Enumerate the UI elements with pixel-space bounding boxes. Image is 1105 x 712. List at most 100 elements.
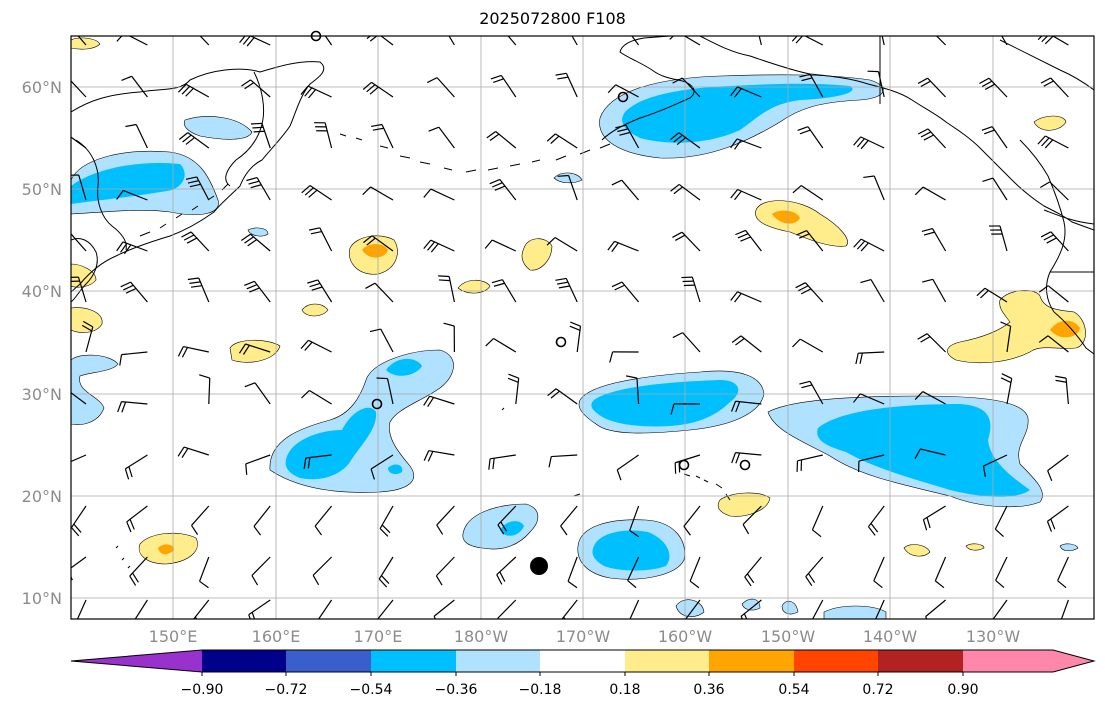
wind-barb (685, 599, 701, 619)
negative-anomaly-region (823, 605, 887, 619)
wind-barb (71, 80, 87, 98)
wind-barb (71, 233, 87, 252)
wind-barb (378, 556, 394, 588)
wind-barb (853, 393, 885, 405)
wind-barb (672, 231, 701, 252)
wind-barb (314, 122, 333, 149)
open-circle-marker (739, 459, 751, 471)
wind-barb (979, 77, 1008, 98)
positive-anomaly-region (717, 492, 771, 517)
wind-barb (799, 73, 824, 98)
strong-negative-anomaly-region (592, 530, 670, 571)
wind-barb (672, 332, 701, 353)
wind-barb (873, 556, 885, 589)
latitude-label: 40°N (22, 282, 62, 301)
wind-barb (629, 599, 640, 619)
wind-barb (796, 230, 824, 252)
colorbar-tick-label: −0.18 (519, 682, 562, 698)
wind-barb (917, 128, 947, 149)
wind-barb (363, 36, 394, 46)
latitude-labels: 60°N 50°N 40°N 30°N 20°N 10°N (22, 78, 62, 608)
wind-barb (377, 599, 394, 619)
wind-barb (995, 556, 1008, 589)
colorbar-extend-max (963, 650, 1094, 672)
wind-barb (742, 505, 762, 535)
wind-barb (371, 123, 394, 149)
wind-barb (491, 279, 517, 303)
wind-barb (853, 238, 885, 252)
open-circle-marker (617, 91, 629, 103)
wind-barb (363, 235, 394, 252)
wind-barb (246, 176, 271, 201)
wind-barb (317, 599, 333, 619)
map-frame (70, 35, 1095, 620)
map-title: 2025072800 F108 (479, 9, 626, 28)
wind-barb (362, 81, 394, 98)
wind-barb (485, 337, 517, 353)
longitude-label: 140°W (863, 627, 918, 646)
wind-barb (569, 321, 582, 353)
wind-barb (124, 454, 148, 480)
wind-barb (1000, 373, 1013, 405)
wind-barb (611, 281, 640, 303)
wind-barb (792, 185, 824, 201)
longitude-label: 160°W (658, 627, 713, 646)
positive-anomaly-region (1033, 115, 1067, 131)
asia-coastline (71, 61, 325, 293)
wind-barb (616, 454, 639, 481)
wind-barb (982, 177, 1008, 201)
wind-barb (689, 556, 701, 589)
wind-barb (134, 599, 148, 619)
wind-barb (496, 556, 517, 585)
wind-barb (670, 403, 701, 415)
longitude-label: 170°W (556, 627, 611, 646)
wind-barb (731, 452, 762, 464)
wind-barb (438, 275, 455, 303)
wind-barb (992, 599, 1008, 619)
wind-barb (71, 556, 87, 581)
wind-barb (805, 556, 824, 587)
shaded-anomaly-fields (71, 37, 1086, 619)
colorbar-tick-label: 0.90 (947, 682, 978, 698)
longitude-label: 170°E (354, 627, 403, 646)
wind-barb (379, 505, 394, 537)
longitude-label: 180°W (454, 627, 509, 646)
wind-barb (855, 351, 885, 365)
wind-barb (860, 279, 885, 303)
wind-barb (238, 343, 271, 355)
wind-barb (925, 599, 946, 619)
inland-border (879, 36, 1094, 273)
graticule (71, 36, 1094, 619)
wind-barb (1040, 77, 1069, 98)
longitude-label: 150°E (149, 627, 198, 646)
colorbar-segment (878, 650, 963, 672)
wind-barb (241, 79, 271, 98)
wind-barb (443, 322, 455, 353)
wind-barb (486, 131, 517, 149)
wind-barb (914, 448, 946, 459)
colorbar: −0.90 −0.72 −0.54 −0.36 −0.18 0.18 0.36 0.54 0.7… (70, 649, 1096, 698)
wind-barb (77, 36, 87, 46)
wind-barb (376, 377, 394, 405)
wind-barb (507, 373, 520, 405)
wind-barb (731, 400, 762, 413)
wind-barb (301, 185, 332, 201)
wind-barb (199, 374, 211, 405)
wind-barb (71, 392, 87, 405)
latitude-label: 60°N (22, 78, 62, 97)
colorbar-segment (202, 650, 286, 672)
wind-barb (1060, 599, 1069, 619)
wind-barb (867, 505, 885, 536)
wind-barb (1046, 505, 1069, 532)
wind-barb (546, 237, 578, 252)
wind-barb (1057, 556, 1069, 589)
wind-barb (484, 239, 517, 252)
open-circle-marker (555, 336, 567, 348)
wind-barb (811, 599, 824, 619)
wind-barb (730, 291, 762, 303)
wind-barb (571, 36, 578, 46)
wind-barb (976, 287, 1008, 303)
wind-barb (744, 556, 762, 587)
wind-barb (1040, 181, 1069, 201)
